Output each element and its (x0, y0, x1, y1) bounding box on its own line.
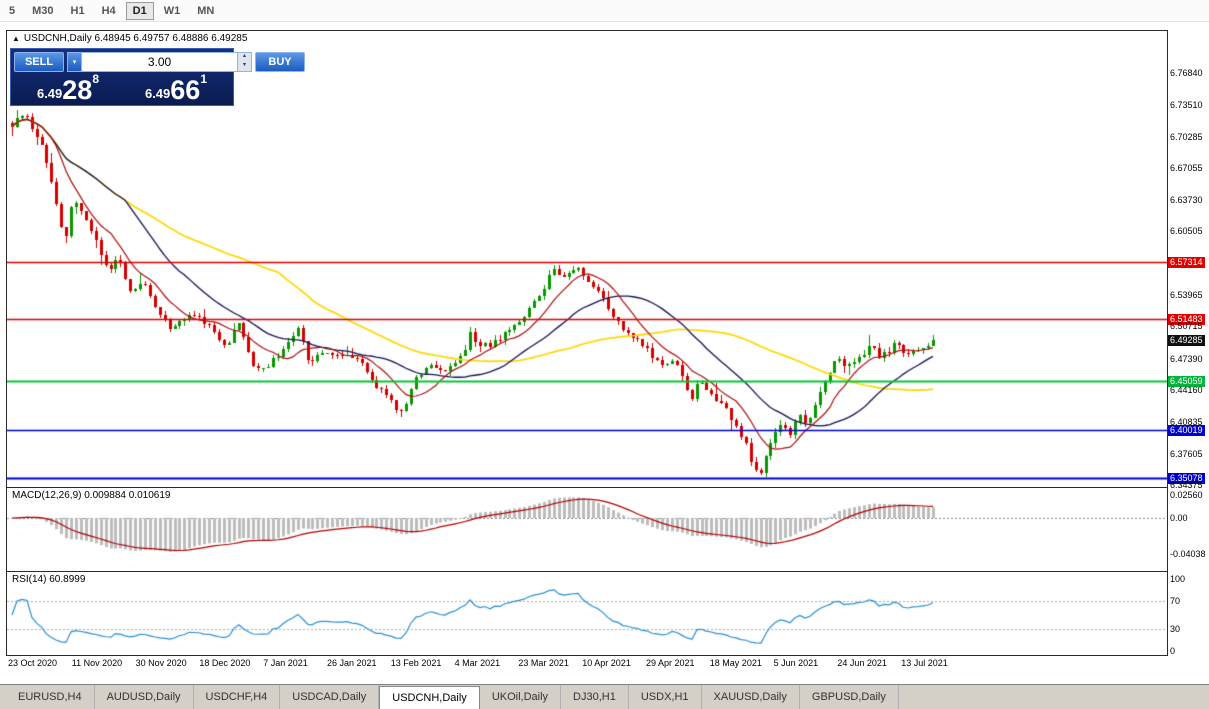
volume-dropdown-icon[interactable]: ▾ (67, 52, 82, 72)
date-label: 18 May 2021 (709, 658, 762, 668)
chart-tab-xauusd[interactable]: XAUUSD,Daily (702, 685, 800, 709)
macd-panel: MACD(12,26,9) 0.009884 0.010619 (6, 487, 1168, 572)
chart-tab-usdcad[interactable]: USDCAD,Daily (280, 685, 380, 709)
price-axis-label: 6.47390 (1170, 353, 1203, 364)
volume-up-icon[interactable]: ▴ (242, 53, 246, 59)
timeframe-h4[interactable]: H4 (95, 2, 123, 20)
ask-sup: 1 (200, 72, 208, 86)
price-axis-label: 6.40019 (1168, 425, 1205, 437)
price-chart-canvas[interactable] (7, 31, 1167, 487)
price-axis-label: 6.73510 (1170, 100, 1203, 111)
price-axis-label: 6.57314 (1168, 257, 1205, 269)
bid-big: 28 (62, 75, 93, 105)
chart-tab-dj30[interactable]: DJ30,H1 (561, 685, 629, 709)
trade-panel-collapse-icon[interactable]: ▲ (12, 34, 20, 43)
chart-tab-usdchf[interactable]: USDCHF,H4 (194, 685, 281, 709)
date-label: 23 Oct 2020 (8, 658, 58, 668)
volume-down-icon[interactable]: ▾ (242, 62, 246, 68)
macd-axis[interactable]: 0.02560 0.00 -0.04038 (1167, 487, 1209, 572)
price-axis-label: 6.50715 (1170, 321, 1203, 332)
timeframe-m30[interactable]: M30 (25, 2, 60, 20)
date-label: 18 Dec 2020 (199, 658, 251, 668)
volume-control: ▾ ▴ ▾ (67, 52, 252, 72)
date-label: 13 Jul 2021 (901, 658, 948, 668)
price-axis-label: 6.49285 (1168, 335, 1205, 347)
date-label: 30 Nov 2020 (135, 658, 187, 668)
chart-tab-audusd[interactable]: AUDUSD,Daily (95, 685, 194, 709)
chart-tab-bar: EURUSD,H4 AUDUSD,Daily USDCHF,H4 USDCAD,Dai… (0, 684, 1209, 709)
price-chart-panel: ▲ USDCNH,Daily 6.48945 6.49757 6.48886 6… (6, 30, 1168, 488)
ask-big: 66 (170, 75, 201, 105)
rsi-axis-label: 30 (1170, 624, 1181, 635)
chart-title-text: USDCNH,Daily 6.48945 6.49757 6.48886 6.4… (23, 33, 248, 44)
chart-tab-eurusd[interactable]: EURUSD,H4 (6, 685, 95, 709)
rsi-axis-label: 70 (1170, 595, 1181, 606)
price-axis-label: 6.70285 (1170, 131, 1203, 142)
chart-tab-gbpusd[interactable]: GBPUSD,Daily (800, 685, 899, 709)
price-axis-label: 6.35078 (1168, 473, 1205, 485)
timeframe-mn[interactable]: MN (190, 2, 221, 20)
date-label: 5 Jun 2021 (773, 658, 819, 668)
chart-title: ▲ USDCNH,Daily 6.48945 6.49757 6.48886 6… (12, 33, 247, 44)
price-axis-label: 6.51483 (1168, 314, 1205, 325)
date-label: 24 Jun 2021 (837, 658, 887, 668)
sell-button[interactable]: SELL (14, 52, 64, 72)
price-axis-label: 6.44160 (1170, 385, 1203, 396)
macd-canvas[interactable] (7, 488, 1167, 571)
time-axis[interactable]: 23 Oct 2020 11 Nov 2020 30 Nov 2020 18 Dec … (6, 657, 1168, 672)
macd-axis-label: 0.02560 (1170, 489, 1203, 500)
price-axis-label: 6.60505 (1170, 226, 1203, 237)
date-label: 23 Mar 2021 (518, 658, 569, 668)
bid-main: 6.49 (36, 86, 63, 101)
date-label: 29 Apr 2021 (646, 658, 695, 668)
macd-label: MACD(12,26,9) 0.009884 0.010619 (12, 490, 171, 501)
date-label: 11 Nov 2020 (71, 658, 123, 668)
price-axis-label: 6.53965 (1170, 289, 1203, 300)
volume-stepper[interactable]: ▴ ▾ (237, 52, 252, 72)
ask-main: 6.49 (144, 86, 171, 101)
bid-sup: 8 (92, 72, 100, 86)
price-axis-label: 6.63730 (1170, 195, 1203, 206)
rsi-axis-label: 100 (1170, 574, 1186, 584)
timeframe-h1[interactable]: H1 (64, 2, 92, 20)
rsi-label: RSI(14) 60.8999 (12, 574, 86, 585)
date-label: 13 Feb 2021 (390, 658, 442, 668)
ask-price[interactable]: 6.49 66 1 (122, 72, 230, 104)
volume-input[interactable] (82, 52, 237, 72)
rsi-panel: RSI(14) 60.8999 (6, 571, 1168, 656)
timeframe-w1[interactable]: W1 (157, 2, 188, 20)
price-axis-label: 6.34375 (1170, 479, 1203, 490)
rsi-axis-label: 0 (1170, 646, 1176, 656)
macd-axis-label: -0.04038 (1170, 549, 1206, 560)
date-label: 7 Jan 2021 (263, 658, 308, 668)
rsi-axis[interactable]: 100 70 30 0 (1167, 571, 1209, 656)
price-axis-label: 6.40835 (1170, 417, 1203, 428)
price-axis-label: 6.45059 (1168, 376, 1205, 388)
date-label: 10 Apr 2021 (582, 658, 631, 668)
price-axis[interactable]: 6.76840 6.73510 6.70285 6.67055 6.63730 6.605… (1167, 30, 1209, 490)
price-axis-label: 6.76840 (1170, 68, 1203, 78)
bid-price[interactable]: 6.49 28 8 (14, 72, 122, 104)
buy-button[interactable]: BUY (255, 52, 305, 72)
timeframe-toolbar: 5 M30 H1 H4 D1 W1 MN (0, 0, 1209, 22)
rsi-canvas[interactable] (7, 572, 1167, 655)
macd-axis-label: 0.00 (1170, 513, 1188, 523)
chart-tab-usdcnh[interactable]: USDCNH,Daily (379, 686, 480, 709)
timeframe-d1[interactable]: D1 (125, 1, 154, 20)
price-axis-label: 6.67055 (1170, 162, 1203, 173)
date-label: 4 Mar 2021 (454, 658, 501, 668)
chart-tab-ukoil[interactable]: UKOil,Daily (480, 685, 562, 709)
timeframe-5[interactable]: 5 (2, 2, 22, 20)
price-axis-label: 6.37605 (1170, 448, 1203, 459)
chart-tab-usdx[interactable]: USDX,H1 (629, 685, 702, 709)
date-label: 26 Jan 2021 (327, 658, 377, 668)
